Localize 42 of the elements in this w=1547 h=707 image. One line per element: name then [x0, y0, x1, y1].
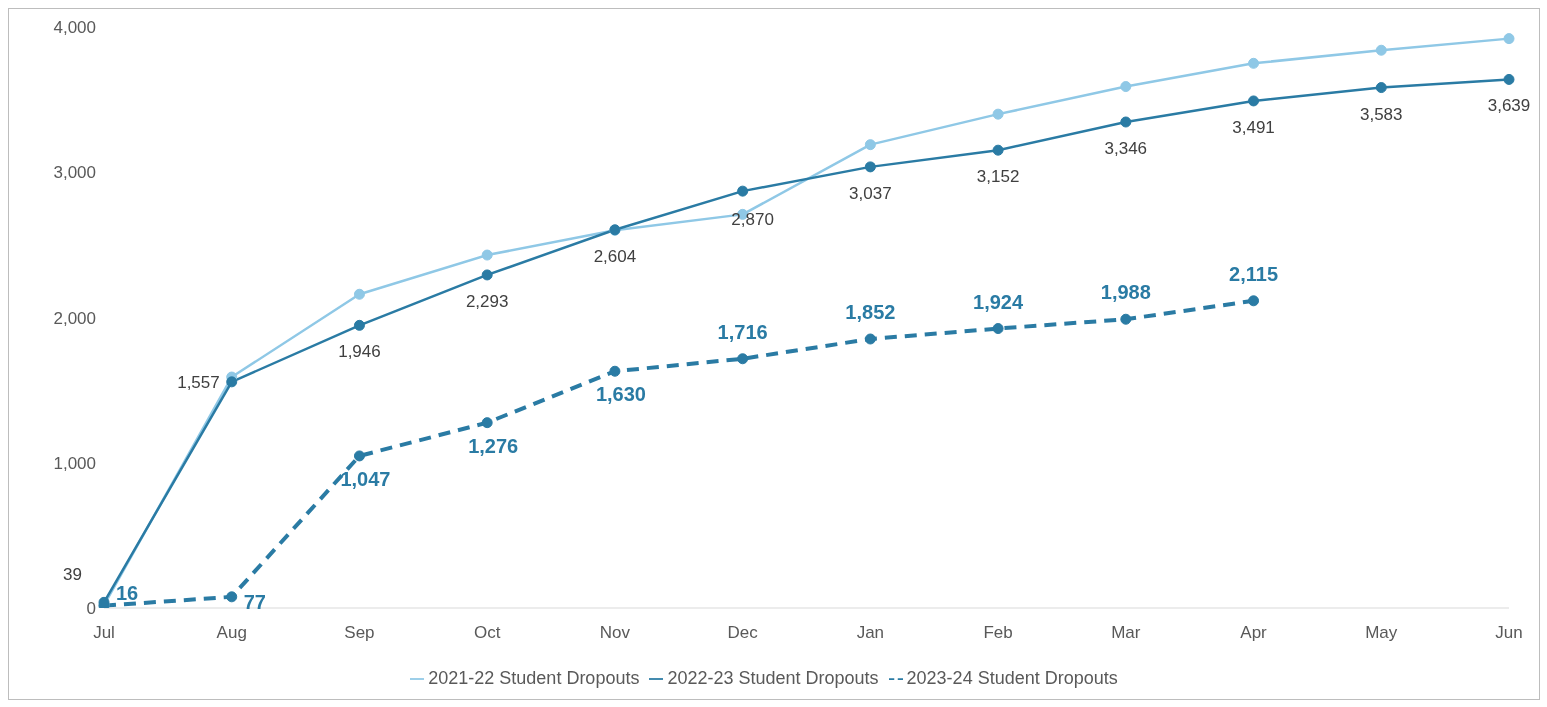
x-tick-label: Oct — [473, 623, 501, 643]
x-tick-label: Apr — [1240, 623, 1268, 643]
legend-label: 2022-23 Student Dropouts — [667, 668, 879, 688]
x-tick-label: Aug — [216, 623, 247, 643]
data-label: 3,037 — [849, 183, 892, 203]
data-label: 2,115 — [1229, 262, 1279, 285]
data-label: 1,988 — [1100, 281, 1151, 304]
data-label: 16 — [116, 581, 139, 604]
data-label: 1,276 — [468, 434, 519, 457]
x-tick-label: Nov — [599, 623, 631, 643]
data-label: 1,630 — [595, 383, 646, 406]
x-tick-label: Feb — [983, 623, 1013, 643]
data-label: 1,716 — [717, 320, 768, 343]
legend-label: 2021-22 Student Dropouts — [428, 668, 640, 688]
y-tick-label: 2,000 — [53, 308, 96, 328]
data-label: 77 — [243, 590, 266, 613]
data-label: 1,047 — [340, 467, 391, 490]
y-tick-label: 1,000 — [53, 453, 96, 473]
data-label: 3,491 — [1232, 117, 1275, 137]
data-label: 1,946 — [338, 342, 381, 362]
data-label: 1,852 — [845, 301, 896, 323]
data-label: 1,557 — [177, 372, 220, 392]
data-label: 1,924 — [973, 290, 1024, 313]
data-label: 2,293 — [465, 291, 509, 311]
y-tick-label: 3,000 — [53, 163, 96, 183]
x-tick-label: Dec — [727, 623, 759, 643]
x-tick-label: Sep — [344, 623, 375, 643]
data-label: 39 — [63, 565, 82, 585]
data-label: 3,346 — [1104, 138, 1148, 158]
y-tick-label: 4,000 — [53, 18, 96, 38]
x-tick-label: Jul — [93, 623, 115, 643]
data-label: 3,583 — [1360, 104, 1403, 124]
x-tick-label: Jan — [856, 623, 885, 643]
legend-label: 2023-24 Student Dropouts — [906, 668, 1118, 688]
x-tick-label: Jun — [1495, 623, 1523, 643]
data-label: 2,604 — [593, 246, 637, 266]
data-label: 3,152 — [976, 167, 1020, 187]
x-tick-label: May — [1365, 623, 1398, 643]
data-label: 3,639 — [1487, 96, 1531, 116]
x-tick-label: Mar — [1111, 623, 1141, 643]
data-label: 2,870 — [731, 210, 774, 230]
y-tick-label: 0 — [86, 599, 96, 619]
